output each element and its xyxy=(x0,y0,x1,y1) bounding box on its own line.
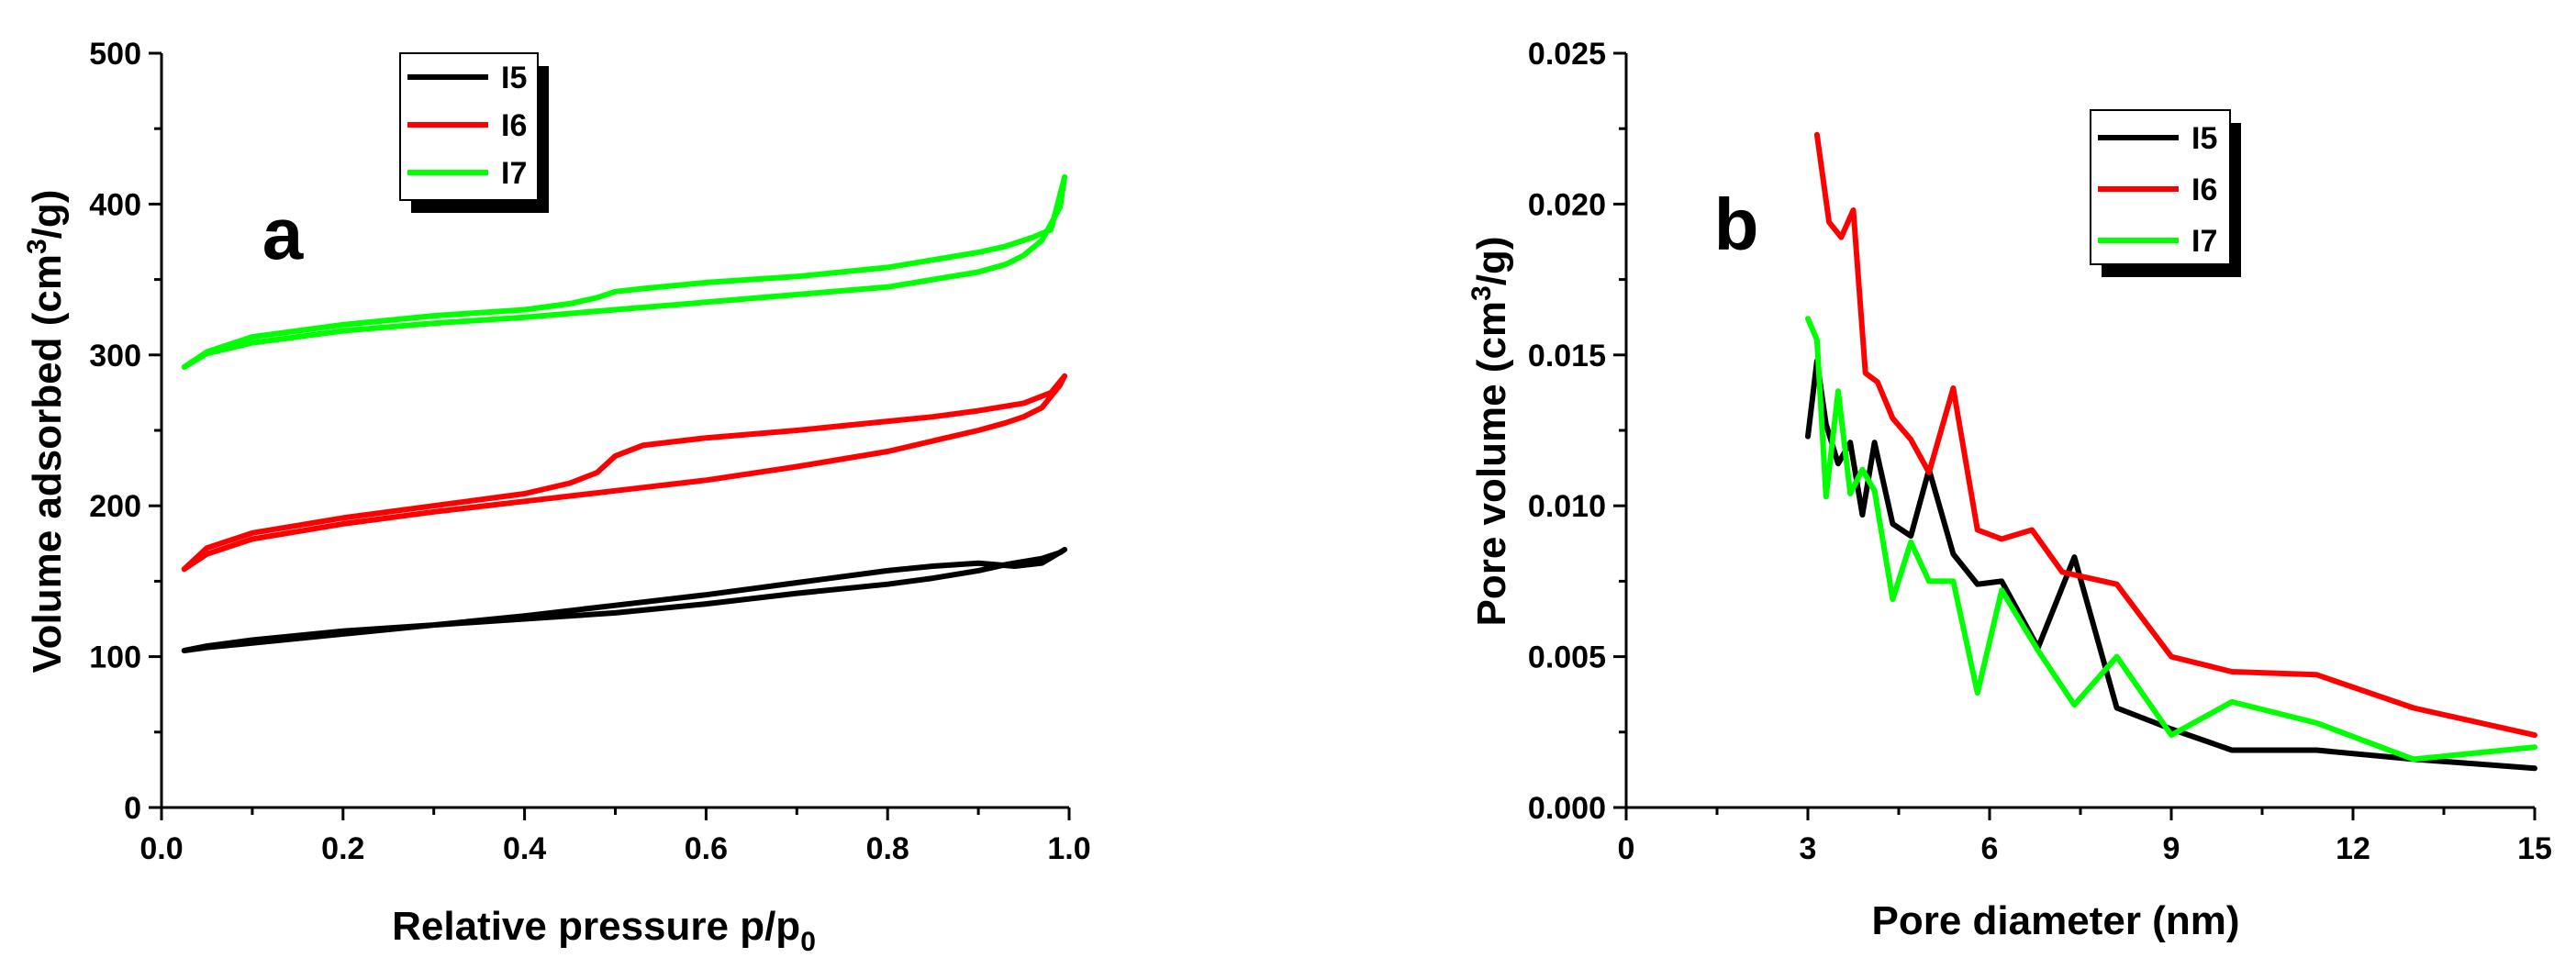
chart-b-legend: I5 I6 I7 xyxy=(2090,109,2241,277)
chart-b-x-tick-label: 6 xyxy=(1981,831,1999,866)
chart-b-legend-label-i7: I7 xyxy=(2191,224,2217,259)
chart-a-x-tick-label: 0.6 xyxy=(685,831,728,866)
chart-b: 0 3 6 9 12 15 0.000 0.005 0.010 0.015 0.020 0.025 b… xyxy=(1466,37,2552,943)
chart-a-y-tick-label: 200 xyxy=(89,489,141,524)
chart-a-y-tick-label: 0 xyxy=(124,791,141,826)
chart-a-x-axis-label: Relative pressure p/p0 xyxy=(392,904,816,957)
chart-b-y-tick-label: 0.020 xyxy=(1528,187,1606,222)
chart-a-panel-label: a xyxy=(262,193,304,274)
chart-b-panel-label: b xyxy=(1714,184,1759,265)
chart-a: 0.0 0.2 0.4 0.6 0.8 1.0 0 100 200 300 400 500 a Rel… xyxy=(22,37,1091,957)
chart-b-y-tick-label: 0.015 xyxy=(1528,339,1606,373)
chart-b-x-tick-label: 12 xyxy=(2336,831,2370,866)
chart-b-x-tick-label: 0 xyxy=(1618,831,1635,866)
chart-a-y-tick-label: 400 xyxy=(89,187,141,222)
chart-a-legend-label-i7: I7 xyxy=(501,156,527,191)
chart-a-x-tick-label: 0.8 xyxy=(866,831,909,866)
chart-a-series-i5 xyxy=(181,546,1068,653)
chart-b-x-axis-label: Pore diameter (nm) xyxy=(1872,898,2240,943)
chart-a-y-tick-label: 100 xyxy=(89,640,141,675)
chart-a-legend-label-i6: I6 xyxy=(501,108,527,143)
chart-a-plot-area: 0.0 0.2 0.4 0.6 0.8 1.0 0 100 200 300 400 500 xyxy=(89,37,1090,866)
chart-b-x-tick-label: 3 xyxy=(1800,831,1817,866)
chart-a-legend-label-i5: I5 xyxy=(501,61,527,95)
chart-a-series-i6 xyxy=(181,373,1068,573)
chart-b-legend-label-i5: I5 xyxy=(2191,121,2217,156)
chart-b-series-i6 xyxy=(1813,131,2537,739)
chart-a-y-axis-label: Volume adsorbed (cm3/g) xyxy=(22,190,70,674)
chart-a-x-tick-label: 0.2 xyxy=(321,831,364,866)
chart-b-plot-area: 0 3 6 9 12 15 0.000 0.005 0.010 0.015 0.020 0.025 xyxy=(1528,37,2552,866)
chart-b-series-i7 xyxy=(1805,316,2537,763)
chart-a-series-i7 xyxy=(181,173,1068,370)
chart-b-x-tick-label: 15 xyxy=(2517,831,2552,866)
chart-a-y-tick-label: 500 xyxy=(89,37,141,72)
chart-a-legend: I5 I6 I7 xyxy=(399,52,549,213)
chart-b-y-tick-label: 0.005 xyxy=(1528,640,1606,675)
chart-b-y-tick-label: 0.000 xyxy=(1528,791,1606,826)
chart-a-x-tick-label: 0.4 xyxy=(503,831,546,866)
chart-b-y-axis-label: Pore volume (cm3/g) xyxy=(1466,236,1514,626)
chart-a-x-tick-label: 1.0 xyxy=(1047,831,1090,866)
chart-b-x-tick-label: 9 xyxy=(2163,831,2180,866)
chart-b-y-tick-label: 0.025 xyxy=(1528,37,1606,72)
chart-a-x-tick-label: 0.0 xyxy=(139,831,183,866)
chart-b-series-i5 xyxy=(1805,358,2537,772)
chart-b-y-tick-label: 0.010 xyxy=(1528,489,1606,524)
chart-b-legend-label-i6: I6 xyxy=(2191,173,2217,207)
chart-a-y-tick-label: 300 xyxy=(89,339,141,373)
